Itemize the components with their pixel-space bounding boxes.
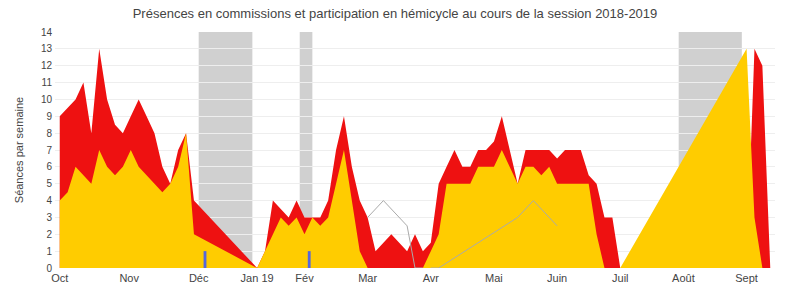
svg-text:Sept: Sept: [735, 272, 758, 284]
svg-text:14: 14: [41, 27, 53, 38]
svg-text:7: 7: [46, 145, 52, 156]
svg-text:12: 12: [41, 60, 53, 71]
svg-text:Juil: Juil: [612, 272, 629, 284]
svg-text:Août: Août: [672, 272, 695, 284]
svg-text:Avr: Avr: [423, 272, 440, 284]
svg-text:10: 10: [41, 94, 53, 105]
svg-text:0: 0: [46, 263, 52, 274]
svg-text:9: 9: [46, 111, 52, 122]
svg-text:5: 5: [46, 178, 52, 189]
svg-text:Déc: Déc: [189, 272, 209, 284]
svg-text:2: 2: [46, 229, 52, 240]
svg-text:13: 13: [41, 43, 53, 54]
svg-text:Oct: Oct: [51, 272, 68, 284]
svg-text:Séances par semaine: Séances par semaine: [13, 97, 25, 203]
svg-text:1: 1: [46, 246, 52, 257]
svg-text:Jan 19: Jan 19: [241, 272, 274, 284]
svg-text:Présences en commissions et pa: Présences en commissions et participatio…: [133, 6, 658, 21]
svg-text:4: 4: [46, 195, 52, 206]
svg-text:6: 6: [46, 161, 52, 172]
svg-text:11: 11: [42, 77, 53, 88]
svg-text:Fév: Fév: [295, 272, 314, 284]
svg-text:Mai: Mai: [485, 272, 503, 284]
svg-text:Nov: Nov: [119, 272, 139, 284]
svg-text:3: 3: [46, 212, 52, 223]
svg-text:Juin: Juin: [547, 272, 567, 284]
svg-text:Mar: Mar: [358, 272, 377, 284]
svg-text:8: 8: [46, 128, 52, 139]
